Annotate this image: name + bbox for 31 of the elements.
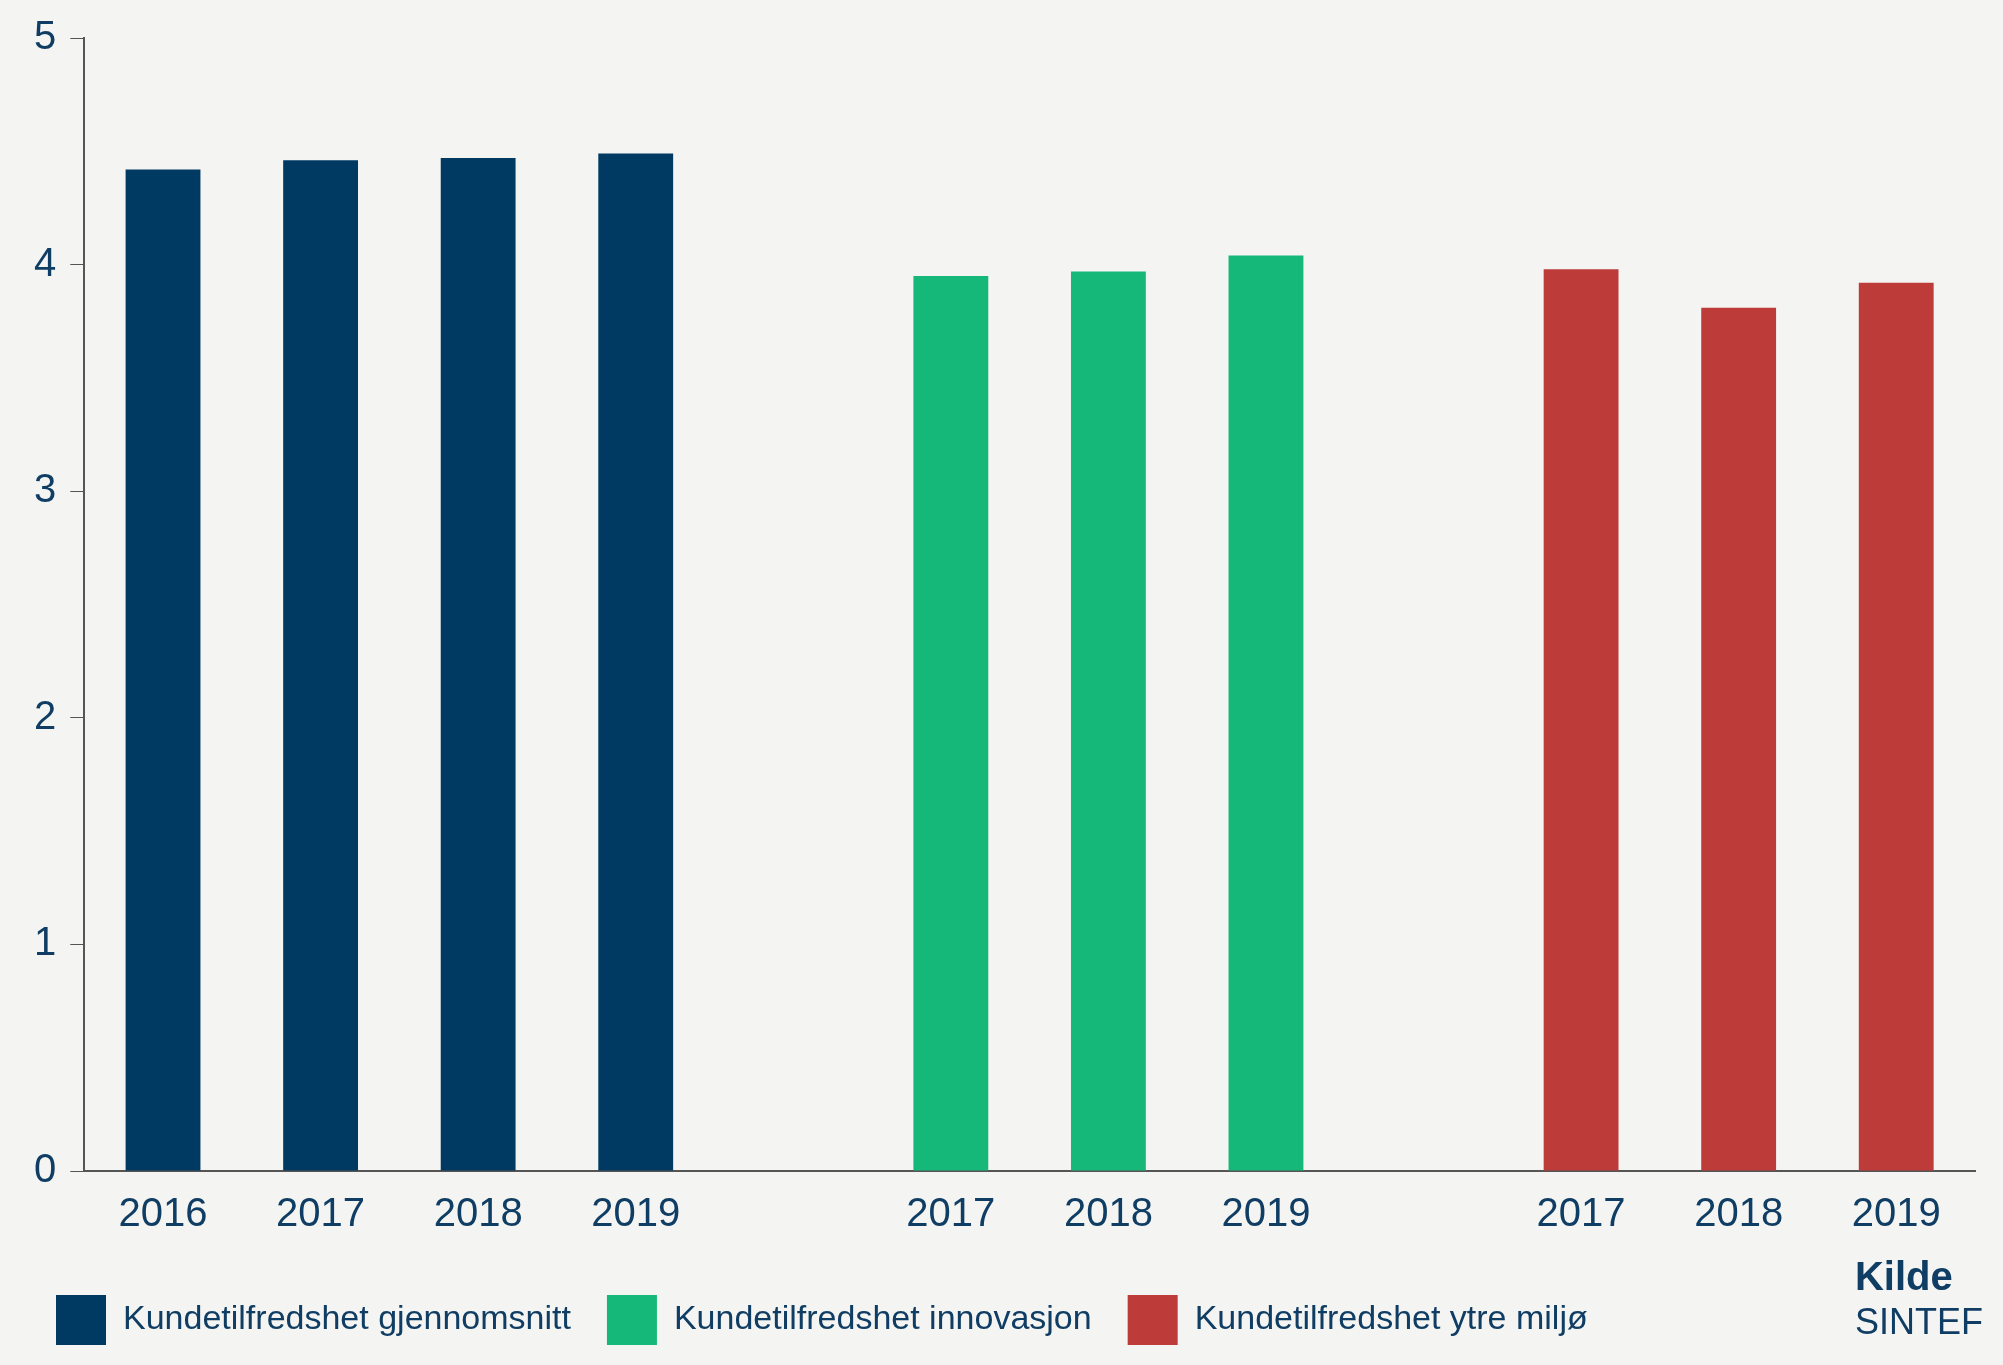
y-tick-label: 0 bbox=[34, 1146, 57, 1191]
x-tick-label: 2017 bbox=[276, 1190, 366, 1235]
y-tick-label: 1 bbox=[34, 919, 57, 964]
x-tick-label: 2019 bbox=[1221, 1190, 1311, 1235]
x-tick-label: 2019 bbox=[591, 1190, 681, 1235]
text: SINTEF bbox=[1854, 1299, 1983, 1343]
bar bbox=[125, 169, 201, 1171]
bar bbox=[598, 153, 674, 1171]
bar bbox=[440, 158, 516, 1171]
y-tick-label: 3 bbox=[34, 466, 57, 511]
text: Kilde bbox=[1854, 1252, 1954, 1300]
x-tick-label: 2018 bbox=[433, 1190, 523, 1235]
bar bbox=[1858, 282, 1934, 1171]
bar bbox=[1701, 307, 1777, 1171]
legend-label: Kundetilfredshet gjennomsnitt bbox=[123, 1298, 572, 1337]
y-tick-label: 4 bbox=[34, 239, 57, 284]
x-tick-label: 2017 bbox=[1536, 1190, 1626, 1235]
x-tick-label: 2019 bbox=[1851, 1190, 1941, 1235]
bar bbox=[1543, 269, 1619, 1171]
bar bbox=[913, 275, 989, 1171]
legend-label: Kundetilfredshet innovasjon bbox=[673, 1298, 1092, 1337]
y-tick-label: 2 bbox=[34, 692, 57, 737]
bar bbox=[283, 160, 359, 1171]
x-tick-label: 2016 bbox=[118, 1190, 208, 1235]
x-tick-label: 2018 bbox=[1694, 1190, 1784, 1235]
bar bbox=[1070, 271, 1146, 1171]
x-tick-label: 2018 bbox=[1063, 1190, 1153, 1235]
y-tick-label: 5 bbox=[34, 13, 57, 58]
legend-label: Kundetilfredshet ytre miljø bbox=[1194, 1298, 1588, 1337]
bar bbox=[1228, 255, 1304, 1171]
x-tick-label: 2017 bbox=[906, 1190, 996, 1235]
